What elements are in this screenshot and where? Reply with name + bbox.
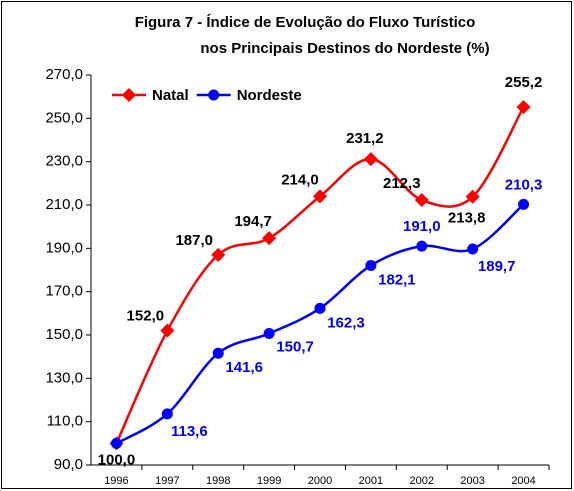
data-point [263, 327, 275, 339]
y-tick-label: 250,0 [45, 109, 83, 126]
x-tick-label: 2000 [308, 475, 332, 487]
y-tick-label: 110,0 [47, 413, 83, 430]
data-point [211, 247, 226, 262]
data-point [467, 243, 479, 255]
y-tick-label: 130,0 [45, 369, 83, 386]
y-tick-label: 150,0 [45, 326, 83, 343]
data-point [365, 259, 377, 271]
data-point [313, 189, 327, 204]
legend-label: Nordeste [237, 87, 302, 104]
legend-marker [122, 88, 136, 102]
data-point [518, 198, 530, 210]
data-label: 194,7 [234, 213, 272, 230]
data-label: 214,0 [281, 171, 319, 188]
y-tick-label: 230,0 [45, 153, 83, 170]
x-tick-label: 1996 [104, 475, 128, 487]
data-label: 213,8 [448, 210, 486, 227]
data-label: 187,0 [175, 232, 213, 249]
data-point [110, 437, 122, 449]
data-label: 255,2 [505, 74, 543, 91]
y-tick-label: 170,0 [45, 283, 83, 300]
y-tick-label: 190,0 [45, 239, 83, 256]
data-label: 189,7 [478, 258, 516, 275]
chart-title: Figura 7 - Índice de Evolução do Fluxo T… [135, 14, 476, 31]
data-label: 182,1 [378, 271, 416, 288]
data-label: 210,3 [505, 176, 543, 193]
y-tick-label: 210,0 [45, 196, 83, 213]
x-tick-label: 1997 [155, 475, 179, 487]
x-tick-label: 1999 [257, 475, 281, 487]
data-label: 141,6 [225, 359, 263, 376]
data-point [161, 408, 173, 420]
data-point [363, 152, 378, 167]
data-label: 100,0 [98, 451, 136, 468]
data-label: 212,3 [383, 175, 421, 192]
x-tick-label: 1998 [206, 475, 230, 487]
x-tick-label: 2003 [460, 475, 484, 487]
data-label: 162,3 [327, 314, 365, 331]
data-label: 113,6 [171, 423, 208, 440]
data-point [516, 100, 531, 115]
data-point [160, 323, 175, 338]
data-point [465, 189, 480, 204]
data-point [416, 240, 428, 252]
legend-label: Natal [152, 87, 189, 104]
data-point [314, 302, 326, 314]
x-tick-label: 2001 [359, 475, 383, 487]
data-label: 191,0 [403, 218, 441, 235]
data-point [212, 347, 224, 359]
legend-marker [208, 89, 220, 101]
y-tick-label: 90,0 [54, 456, 83, 473]
x-tick-label: 2002 [410, 475, 434, 487]
data-point [414, 193, 429, 208]
chart-title: nos Principais Destinos do Nordeste (%) [200, 40, 489, 57]
data-label: 150,7 [276, 338, 314, 355]
data-point [262, 231, 277, 246]
x-tick-label: 2004 [511, 475, 535, 487]
data-label: 152,0 [127, 308, 165, 325]
data-label: 231,2 [346, 130, 384, 147]
y-tick-label: 270,0 [45, 66, 83, 83]
